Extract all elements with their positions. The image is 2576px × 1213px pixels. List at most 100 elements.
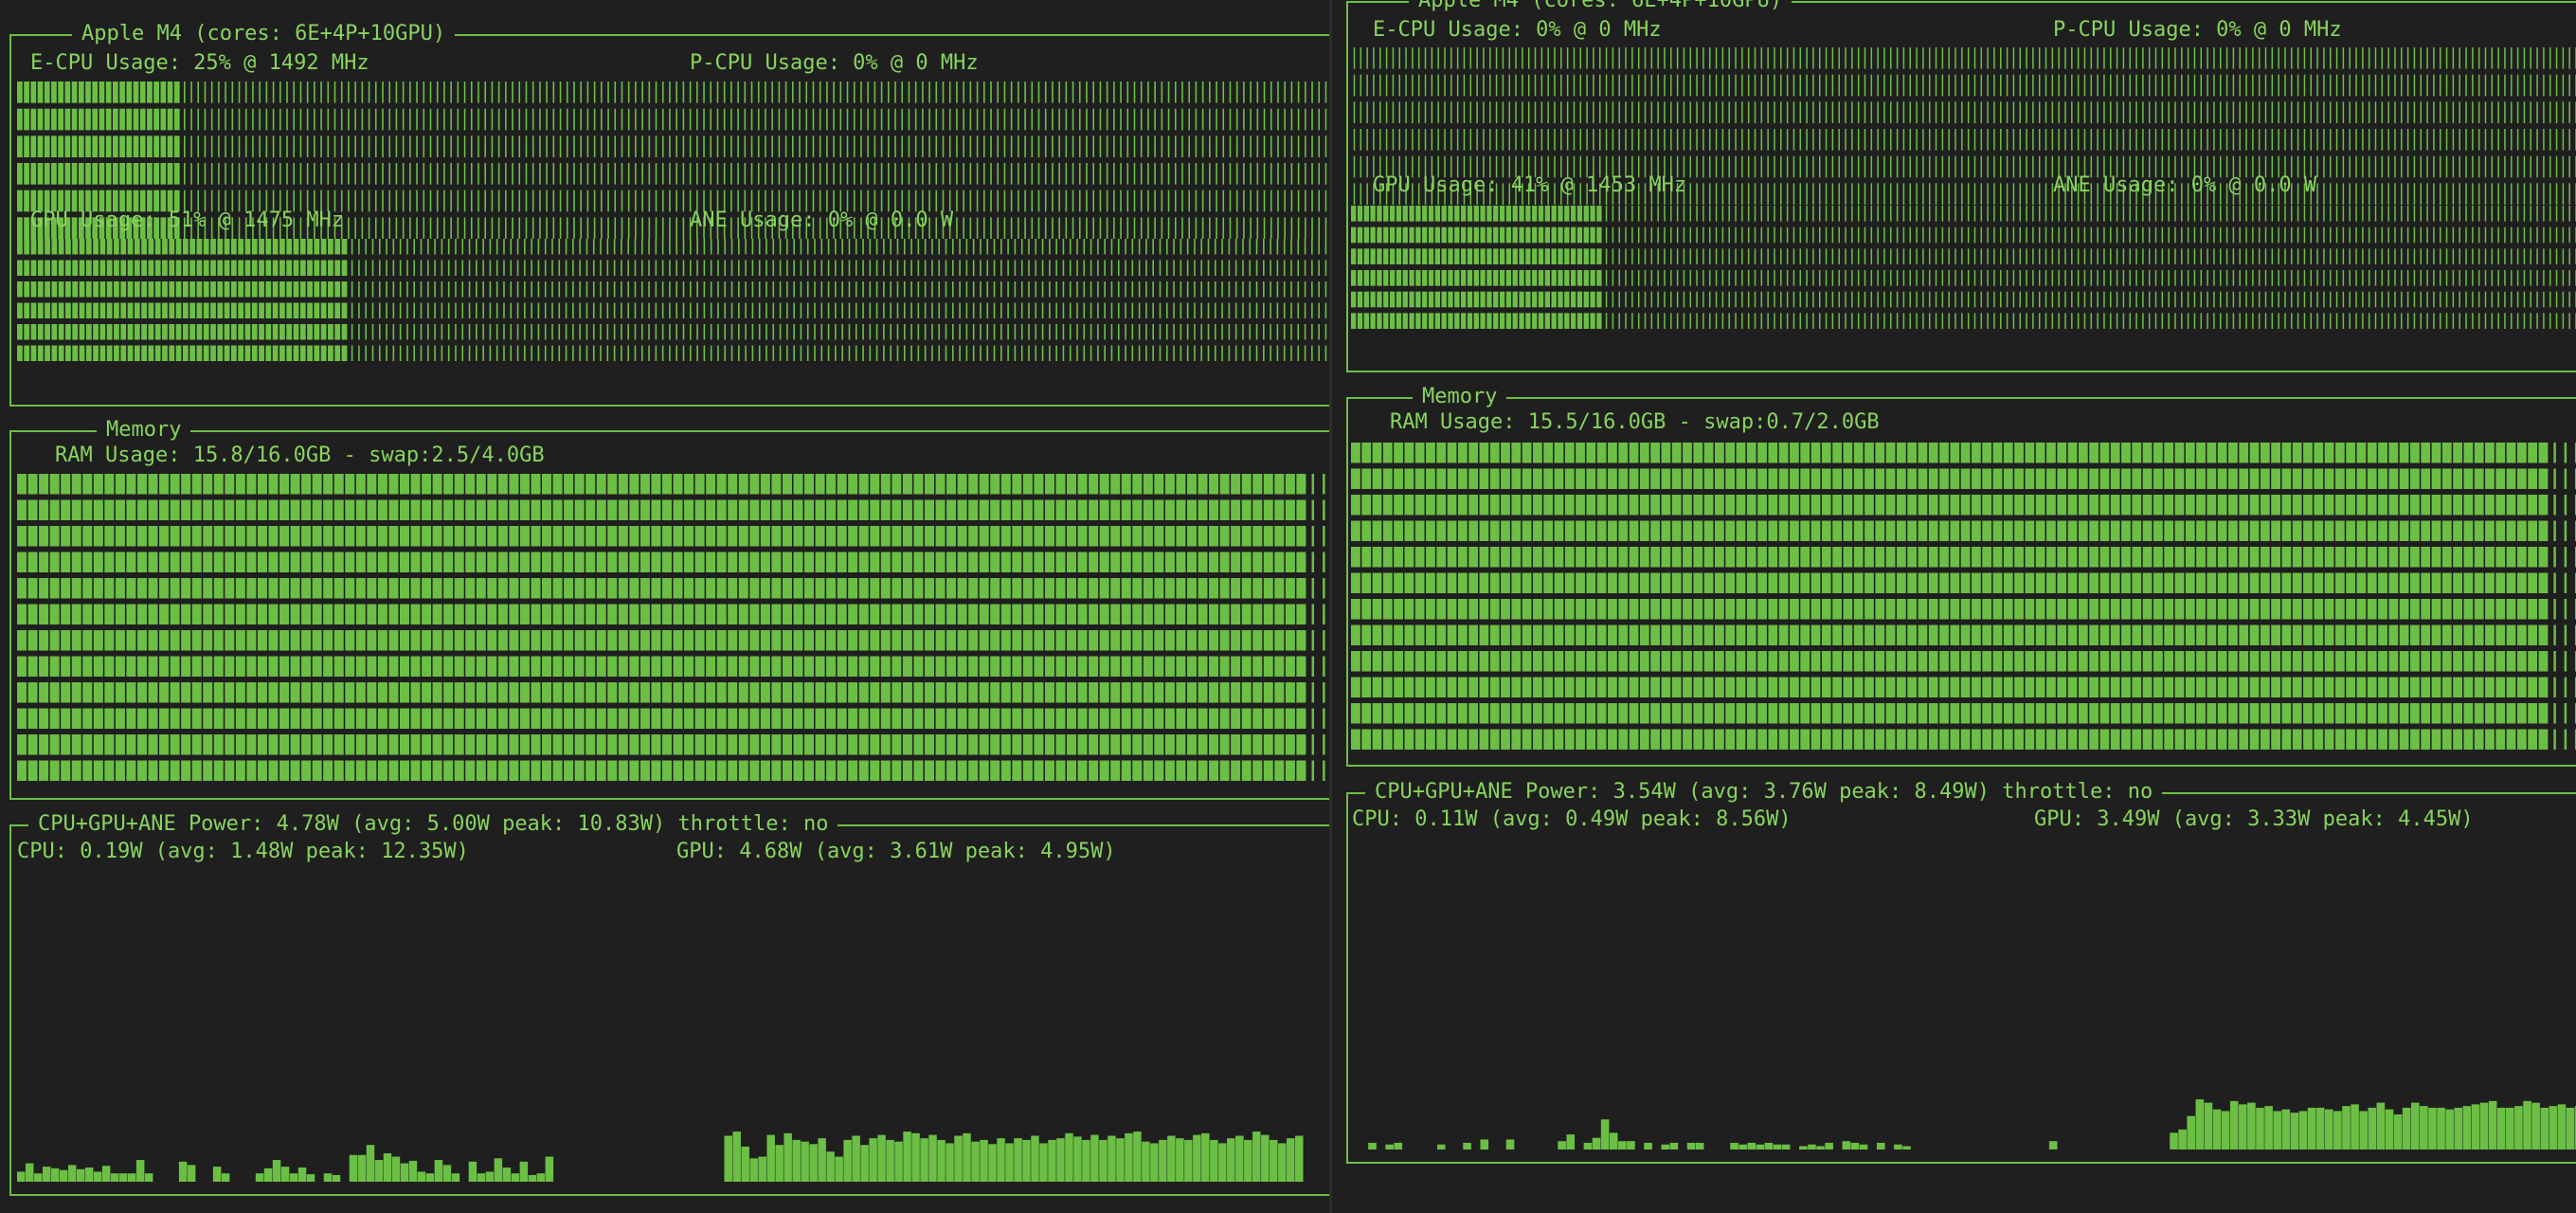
gauge-cell-empty [814,260,816,276]
gauge-cell-empty [1586,183,1588,205]
gauge-cell-empty [537,281,540,298]
gauge-cell-empty [1625,183,1627,205]
gauge-cell-filled [1241,604,1252,625]
gauge-cell-empty [1276,239,1279,255]
gauge-cell-filled [1044,552,1054,572]
gauge-cell-filled [913,708,924,729]
gauge-cell-empty [2090,74,2093,97]
gauge-cell-filled [1263,656,1273,677]
gauge-cell-filled [1186,760,1197,781]
gauge-cell-empty [1896,155,1899,178]
gauge-cell-empty [436,136,439,157]
power-history-bar [144,1173,153,1182]
gauge-cell-empty [1508,183,1510,205]
gauge-cell-empty [2252,47,2254,69]
gauge-cell-empty [2026,155,2027,178]
power-history-bar [127,1173,136,1182]
gauge-cell-empty [814,345,816,361]
gauge-cell-empty [1463,101,1466,123]
gauge-cell-filled [848,604,858,625]
gauge-cell-empty [1476,183,1478,205]
gauge-cell-filled [826,708,837,729]
gauge-cell-empty [491,217,494,239]
gauge-cell-empty [1000,324,1002,340]
gauge-cell-empty [661,163,664,185]
gauge-cell-empty [1696,155,1698,178]
gauge-cell-empty [806,281,809,298]
gauge-cell-empty [2077,101,2080,123]
gauge-cell-filled [92,136,99,157]
gauge-cell-empty [586,190,589,212]
asitop-pane-left[interactable]: Apple M4 (cores: 6E+4P+10GPU) E-CPU Usag… [0,0,1329,1213]
gauge-cell-filled [465,578,476,599]
gauge-cell-empty [2110,155,2112,178]
gauge-cell-filled [78,136,84,157]
gauge-cell-filled [126,682,136,703]
gauge-cell-filled [487,604,497,625]
gauge-cell-empty [1138,281,1141,298]
gauge-cell-empty [531,239,532,255]
gauge-cell-empty [1715,129,1718,151]
gauge-cell-filled [542,499,552,520]
gauge-cell-empty [2284,47,2286,69]
gauge-cell-filled [596,552,606,572]
gauge-cell-filled [49,656,60,677]
gauge-cell-empty [544,239,547,255]
gauge-cell-filled [542,526,552,547]
gauge-cell-filled [1252,552,1263,572]
gauge-cell-empty [434,302,436,318]
gauge-cell-filled [181,578,191,599]
gauge-cell-filled [804,682,815,703]
gauge-cell-filled [27,499,38,520]
gauge-cell-empty [1041,281,1044,298]
gauge-cell-filled [1186,499,1197,520]
gauge-cell-empty [1431,101,1433,123]
gauge-cell-empty [1922,155,1924,178]
gauge-cell-empty [1916,129,1918,151]
gauge-cell-empty [1125,302,1126,318]
gauge-cell-filled [58,260,64,276]
gauge-cell-empty [505,163,507,185]
gauge-cell-filled [290,578,300,599]
gauge-cell-empty [406,281,408,298]
gauge-cell-empty [2032,74,2034,97]
gauge-cell-filled [147,190,153,212]
gauge-cell-empty [750,217,753,239]
gauge-cell-empty [429,190,432,212]
gauge-cell-empty [1256,81,1259,103]
gauge-cell-empty [2207,74,2208,97]
gauge-cell-filled [1241,526,1252,547]
gauge-cell-empty [1916,101,1918,123]
gauge-cell-filled [1077,604,1088,625]
gauge-cell-filled [246,656,257,677]
gauge-cell-empty [2090,101,2093,123]
gauge-cell-filled [1296,656,1306,677]
gauge-cell-empty [2142,47,2144,69]
gauge-cell-filled [367,604,377,625]
gauge-cell-filled [246,630,257,651]
gauge-cell-empty [395,163,398,185]
gauge-cell-empty [1392,74,1395,97]
gauge-cell-filled [1296,474,1306,495]
gauge-cell-empty [976,136,979,157]
pane-divider[interactable] [1329,0,1332,1213]
gauge-cell-filled [596,656,606,677]
gauge-cell-empty [986,281,989,298]
gauge-cell-empty [1877,155,1879,178]
gauge-cell-filled [30,324,37,340]
gauge-cell-empty [1126,190,1129,212]
gauge-cell-filled [804,708,815,729]
gauge-cell-empty [980,260,982,276]
gauge-cell-filled [1231,630,1241,651]
gauge-cell-empty [340,108,343,131]
gauge-cell-filled [99,108,105,131]
gauge-cell-empty [354,136,356,157]
gauge-cell-filled [334,260,341,276]
gauge-cell-filled [92,81,99,103]
asitop-pane-right[interactable]: Apple M4 (cores: 6E+4P+10GPU) E-CPU Usag… [1332,0,2576,1213]
gauge-cell-filled [203,239,209,255]
gauge-cell-filled [1022,552,1033,572]
gauge-cell-filled [246,682,257,703]
gauge-cell-filled [738,656,748,677]
gauge-cell-filled [169,281,175,298]
